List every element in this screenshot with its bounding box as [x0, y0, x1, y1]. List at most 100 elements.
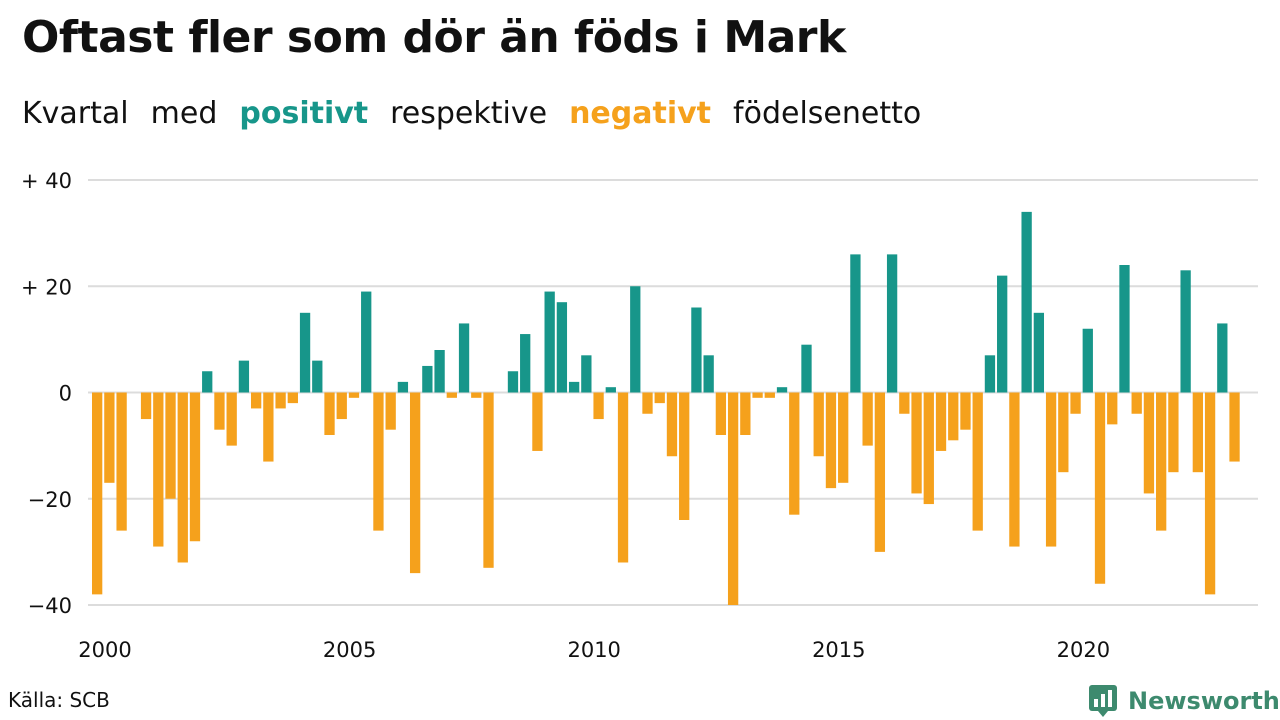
bar [605, 387, 616, 393]
bar [1070, 392, 1081, 414]
bar [1058, 392, 1069, 473]
x-tick-label: 2005 [323, 638, 376, 662]
bar [336, 392, 347, 420]
bar [1156, 392, 1167, 531]
bar [1192, 392, 1203, 473]
bar [446, 392, 457, 398]
x-tick-label: 2020 [1057, 638, 1110, 662]
bar [703, 355, 714, 393]
bar [177, 392, 188, 563]
bar [104, 392, 115, 483]
bar [972, 392, 983, 531]
bar [299, 312, 311, 393]
y-tick-label: 0 [59, 382, 72, 406]
bar [911, 392, 922, 494]
bar [1180, 270, 1191, 393]
bar [312, 360, 323, 393]
bar [715, 392, 727, 435]
bar [1217, 323, 1228, 393]
subtitle-word-med: med [150, 96, 218, 131]
bar [948, 392, 959, 441]
bar [1204, 392, 1216, 595]
bar [153, 392, 164, 547]
bar [874, 392, 886, 552]
bar [92, 392, 103, 595]
brand[interactable]: Newsworthy [1088, 684, 1280, 718]
bar [838, 392, 849, 483]
bar [850, 254, 861, 393]
bar [520, 334, 531, 393]
bar [764, 392, 775, 398]
bar [373, 392, 384, 531]
bar [593, 392, 604, 420]
bar [385, 392, 396, 430]
bar [1033, 312, 1045, 393]
bar [984, 355, 996, 393]
y-tick-label: −20 [28, 488, 72, 512]
bar [1119, 265, 1130, 393]
bar [214, 392, 225, 430]
chart-subtitle: Kvartal med positivt respektive negativt föde… [22, 96, 943, 131]
bar [654, 392, 665, 404]
brand-name: Newsworthy [1128, 687, 1280, 715]
bar [471, 392, 482, 398]
bar [1082, 328, 1093, 393]
bar [923, 392, 934, 505]
subtitle-word-respektive: respektive [390, 96, 548, 131]
bar [556, 302, 568, 393]
bar [1021, 211, 1032, 393]
bar [789, 392, 800, 515]
bar [862, 392, 873, 446]
bar [740, 392, 751, 435]
bar [801, 344, 812, 393]
bar [568, 381, 580, 393]
bar [935, 392, 947, 451]
bar [679, 392, 690, 520]
subtitle-word-fodelsenetto: födelsenetto [733, 96, 922, 131]
bar [1009, 392, 1020, 547]
bar [202, 371, 213, 393]
x-tick-label: 2015 [812, 638, 865, 662]
bar [458, 323, 470, 393]
bar [361, 291, 372, 393]
bar [1045, 392, 1057, 547]
bar [617, 392, 629, 563]
bar [642, 392, 653, 414]
bar [1168, 392, 1179, 473]
newsworthy-logo-icon [1089, 685, 1117, 717]
x-tick-label: 2010 [567, 638, 620, 662]
bar [630, 286, 641, 393]
bar [886, 254, 898, 393]
bar [238, 360, 250, 393]
bar [691, 307, 702, 393]
bar [544, 291, 555, 393]
bar [776, 387, 788, 393]
subtitle-legend-positive: positivt [239, 96, 369, 131]
bar [727, 392, 739, 605]
y-tick-label: + 20 [21, 275, 72, 299]
bar [189, 392, 201, 542]
bar [324, 392, 335, 435]
bar [997, 275, 1008, 393]
bar [250, 392, 262, 409]
bar [348, 392, 360, 398]
bar [666, 392, 678, 457]
y-tick-label: + 40 [21, 169, 72, 193]
bar [140, 392, 152, 420]
bar [275, 392, 286, 409]
bar [116, 392, 127, 531]
bar [165, 392, 176, 499]
bar [1143, 392, 1155, 494]
bar [422, 365, 433, 393]
bar [287, 392, 298, 404]
bar [263, 392, 274, 462]
bar [1131, 392, 1142, 414]
source-note: Källa: SCB [8, 688, 110, 712]
bar [825, 392, 837, 489]
bar [1094, 392, 1106, 584]
bar [397, 381, 409, 393]
bar [1229, 392, 1240, 462]
bar [581, 355, 592, 393]
bar [899, 392, 910, 414]
